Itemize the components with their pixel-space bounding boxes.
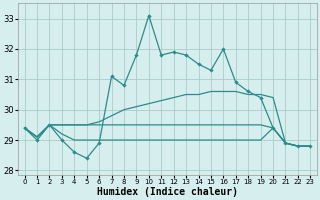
X-axis label: Humidex (Indice chaleur): Humidex (Indice chaleur) bbox=[97, 186, 238, 197]
